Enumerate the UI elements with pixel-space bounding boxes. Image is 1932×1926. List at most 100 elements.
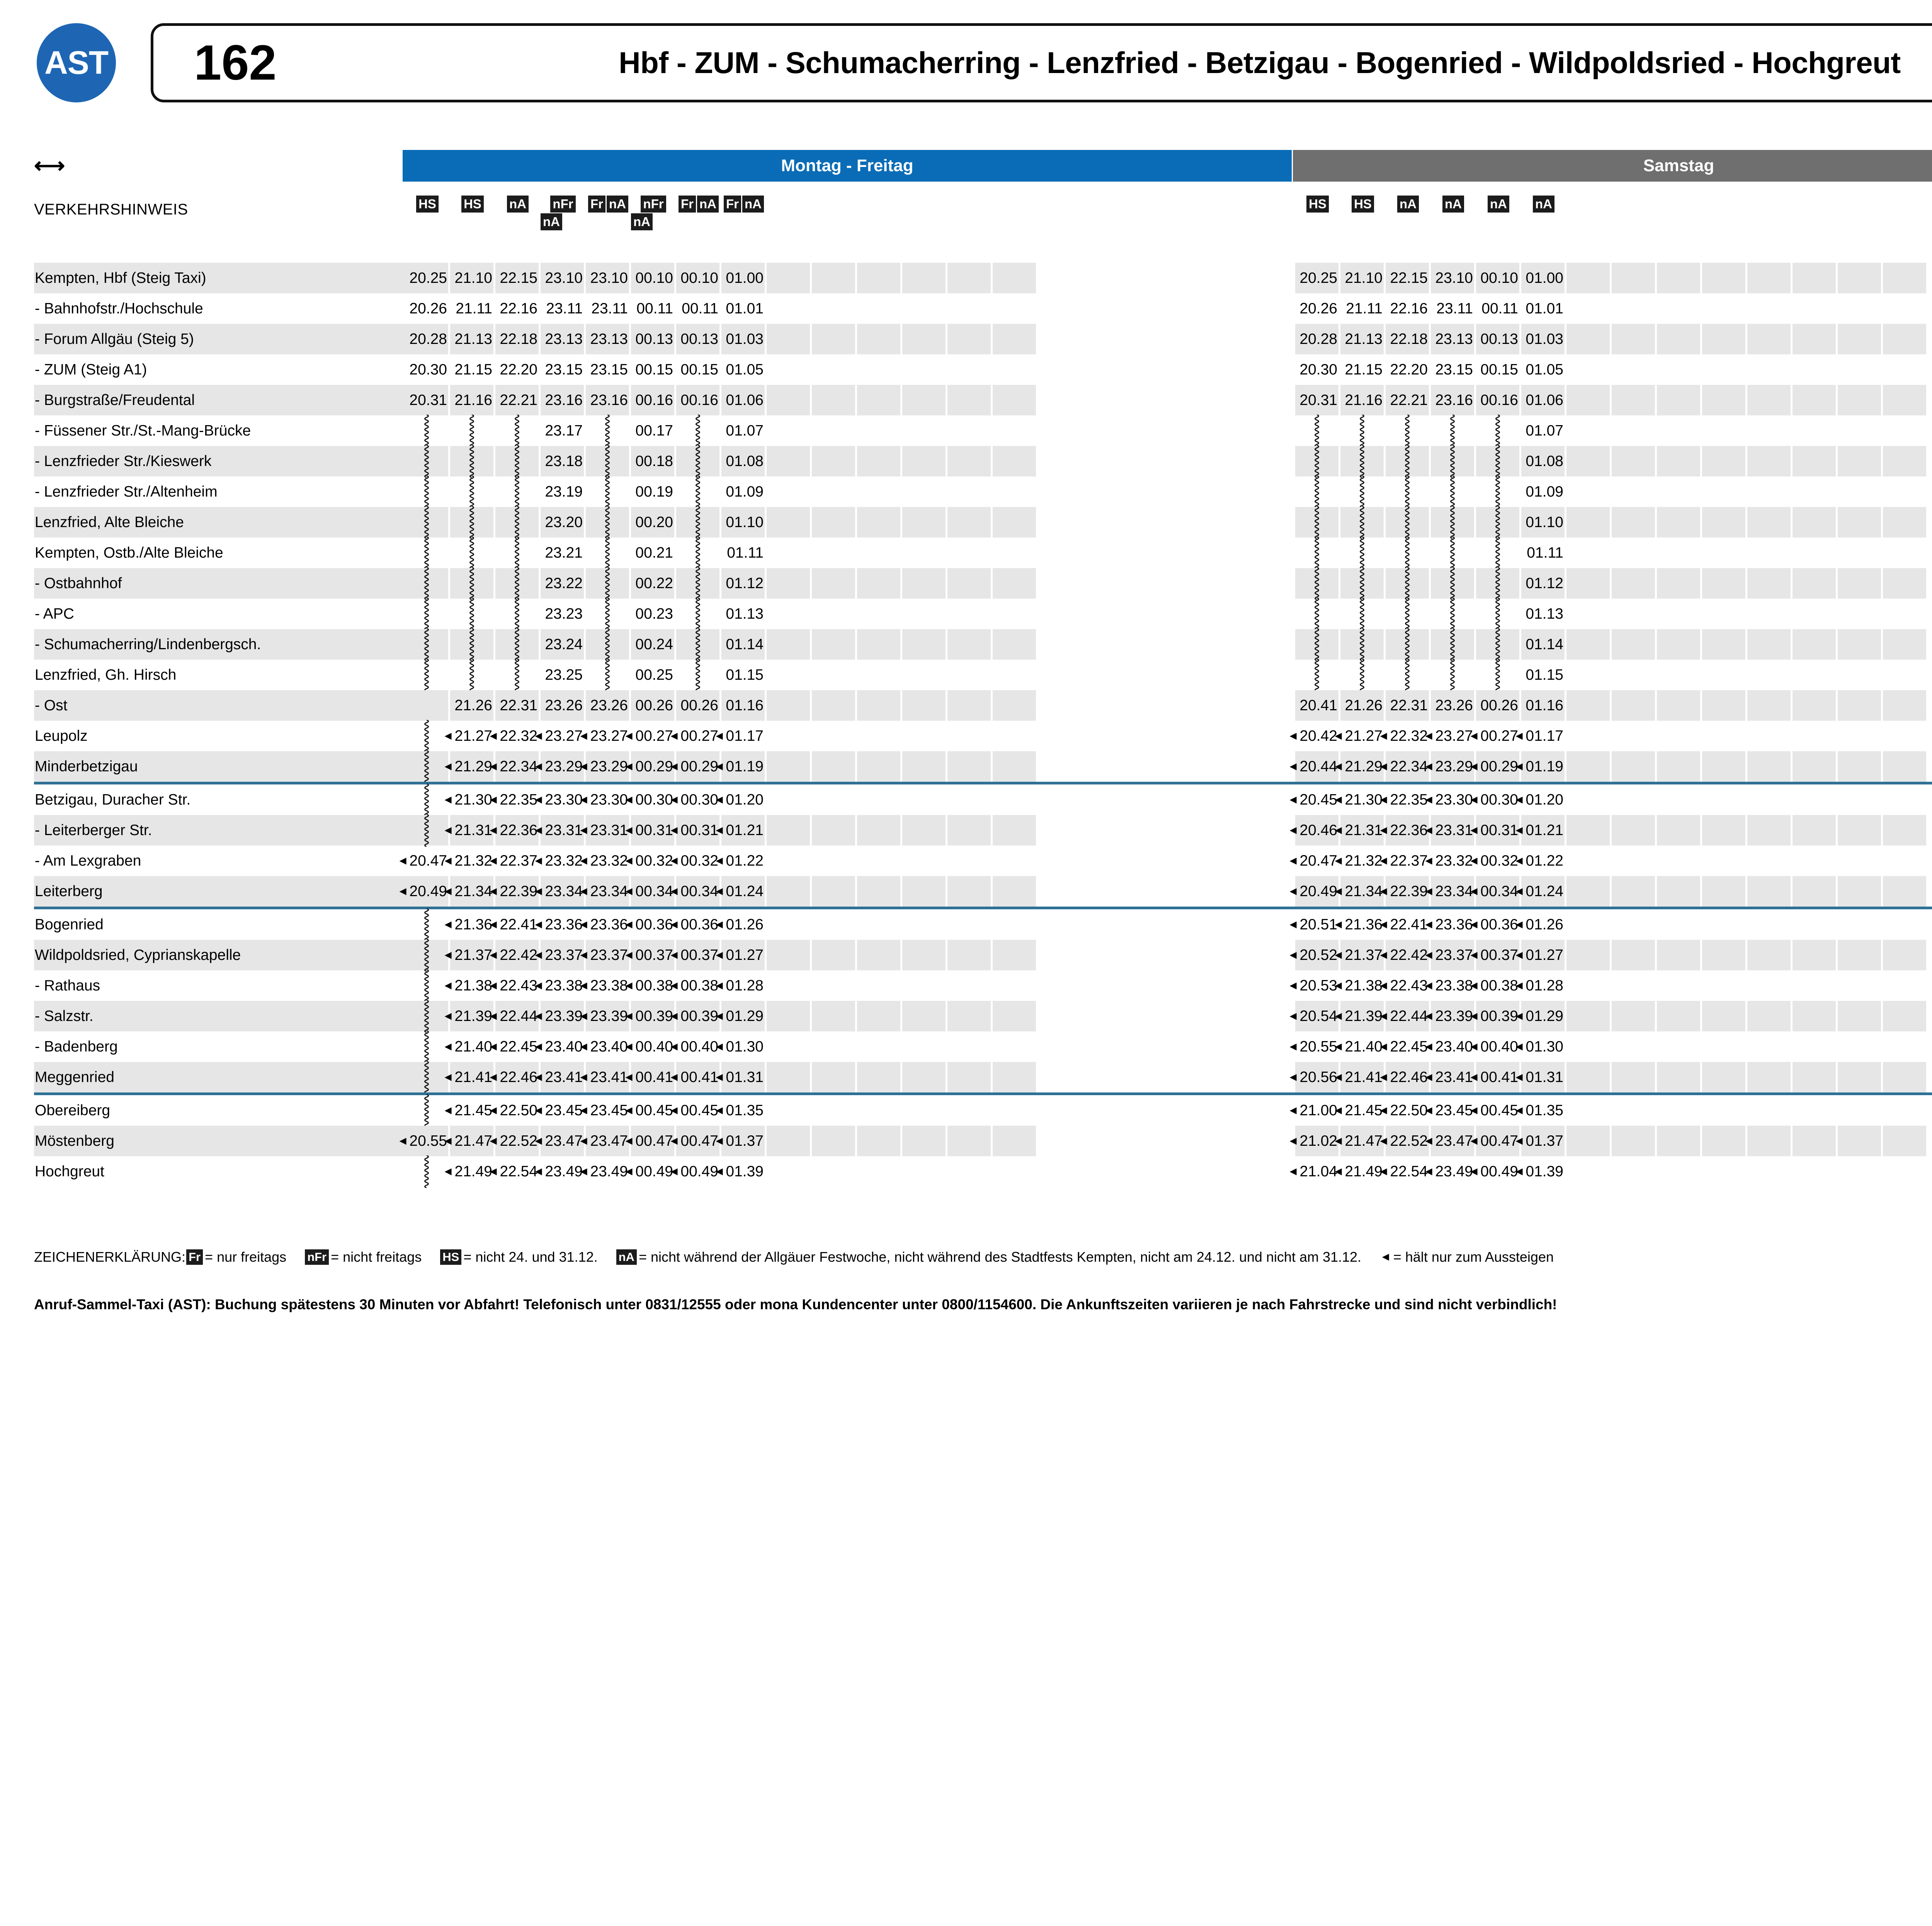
alight-only-arrow-icon: ◄: [1468, 1134, 1480, 1147]
time-value: 23.17: [545, 422, 583, 439]
cell-background: [1838, 1095, 1881, 1126]
time-value: 22.50: [1390, 1102, 1428, 1119]
cell-background: [1612, 690, 1655, 721]
time-value: 01.26: [1526, 916, 1563, 933]
time-value: 21.49: [1345, 1163, 1383, 1180]
cell-background: [495, 751, 539, 782]
alight-only-arrow-icon: ◄: [623, 793, 635, 806]
departure-time-cell: ◄ 23.38: [578, 970, 629, 1001]
departure-time-cell: 01.13: [1521, 599, 1565, 629]
cell-background: [1612, 1001, 1655, 1031]
cell-background: [1702, 690, 1745, 721]
cell-background: [1702, 846, 1745, 876]
cell-background: [947, 751, 991, 782]
cell-background: [947, 568, 991, 599]
departure-time-cell: 00.16: [676, 385, 719, 415]
time-value: 23.36: [1435, 916, 1473, 933]
time-value: 20.55: [409, 1132, 447, 1149]
service-note-cell: nA: [1476, 196, 1521, 213]
alight-only-arrow-icon: ◄: [623, 885, 635, 898]
time-value: 22.46: [1390, 1068, 1428, 1086]
cell-background: [947, 263, 991, 293]
departure-time-cell: ◄ 22.41: [1378, 909, 1429, 940]
alight-only-arrow-icon: ◄: [1423, 918, 1435, 931]
cell-background: [1883, 629, 1926, 660]
alight-only-arrow-icon: ◄: [1468, 854, 1480, 867]
cell-background: [812, 815, 855, 846]
alight-only-arrow-icon: ◄: [623, 918, 635, 931]
alight-only-arrow-icon: ◄: [442, 1134, 454, 1147]
departure-time-cell: 01.08: [721, 446, 765, 476]
departure-time-cell: 01.00: [721, 263, 765, 293]
cell-background: [767, 629, 810, 660]
departure-time-cell: ◄ 22.39: [1378, 876, 1429, 907]
no-service-squiggle-icon: [467, 476, 477, 508]
departure-time-cell: 23.13: [1431, 324, 1474, 354]
cell-background: [1793, 1156, 1836, 1187]
time-value: 23.49: [590, 1163, 628, 1180]
alight-only-arrow-icon: ◄: [713, 885, 725, 898]
cell-background: [1702, 751, 1745, 782]
cell-background: [721, 263, 765, 293]
cell-background: [721, 690, 765, 721]
departure-time-cell: ◄ 21.30: [1333, 784, 1384, 815]
alight-only-arrow-icon: ◄: [1513, 1104, 1525, 1117]
cell-background: [1476, 1062, 1519, 1092]
no-service-squiggle-icon: [602, 537, 612, 569]
cell-background: [1340, 1001, 1384, 1031]
time-value: 01.39: [726, 1163, 764, 1180]
departure-time-cell: 01.05: [1521, 354, 1565, 385]
service-note-badge: nA: [1397, 196, 1419, 213]
cell-background: [1476, 876, 1519, 907]
no-service-squiggle-icon: [602, 628, 612, 661]
no-service-squiggle-icon: [1447, 598, 1458, 630]
cell-background: [1793, 1031, 1836, 1062]
cell-background: [947, 629, 991, 660]
cell-background: [1566, 909, 1610, 940]
cell-background: [1657, 1001, 1700, 1031]
table-row: Leiterberg ◄ 20.49 ◄ 21.34 ◄ 22.39 ◄ 23.34 ◄ 23.34…: [0, 876, 1932, 907]
time-value: 22.36: [1390, 822, 1428, 839]
time-value: 01.06: [1526, 391, 1563, 408]
departure-time-cell: 20.26: [1295, 293, 1338, 324]
cell-background: [767, 1095, 810, 1126]
departure-time-cell: 23.23: [541, 599, 584, 629]
departure-time-cell: 00.21: [631, 538, 674, 568]
departure-time-cell: ◄ 00.37: [623, 940, 674, 970]
alight-only-arrow-icon: ◄: [1332, 1040, 1344, 1053]
cell-background: [1612, 1126, 1655, 1156]
departure-time-cell: ◄ 20.52: [1287, 940, 1338, 970]
stop-name-background: [34, 263, 405, 293]
alight-only-arrow-icon: ◄: [713, 1070, 725, 1084]
cell-background: [1431, 940, 1474, 970]
cell-background: [857, 1001, 900, 1031]
no-service-squiggle-icon: [1447, 476, 1458, 508]
cell-background: [1521, 629, 1565, 660]
alight-only-arrow-icon: ◄: [1287, 885, 1299, 898]
alight-only-arrow-icon: ◄: [487, 823, 499, 837]
no-service-squiggle-icon: [1447, 506, 1458, 539]
time-value: 22.50: [500, 1102, 537, 1119]
cell-background: [1295, 751, 1338, 782]
departure-time-cell: 22.21: [1386, 385, 1429, 415]
departure-time-cell: 01.03: [1521, 324, 1565, 354]
cell-background: [586, 815, 629, 846]
departure-time-cell: 22.20: [495, 354, 539, 385]
alight-only-arrow-icon: ◄: [623, 1165, 635, 1178]
time-value: 01.20: [1526, 791, 1563, 808]
time-value: 00.47: [1480, 1132, 1518, 1149]
day-band-montag-freitag: Montag - Freitag: [403, 150, 1292, 182]
cell-background: [1883, 1156, 1926, 1187]
no-service-squiggle-icon: [1493, 567, 1503, 600]
alight-only-arrow-icon: ◄: [1513, 823, 1525, 837]
cell-background: [947, 909, 991, 940]
time-value: 00.24: [635, 636, 673, 653]
cell-background: [1566, 385, 1610, 415]
alight-only-arrow-icon: ◄: [668, 823, 680, 837]
alight-only-arrow-icon: ◄: [397, 854, 409, 867]
departure-time-cell: 01.12: [1521, 568, 1565, 599]
cell-background: [902, 1001, 946, 1031]
cell-background: [1747, 507, 1791, 538]
cell-background: [676, 1126, 719, 1156]
legend-text: = nicht freitags: [331, 1249, 422, 1265]
